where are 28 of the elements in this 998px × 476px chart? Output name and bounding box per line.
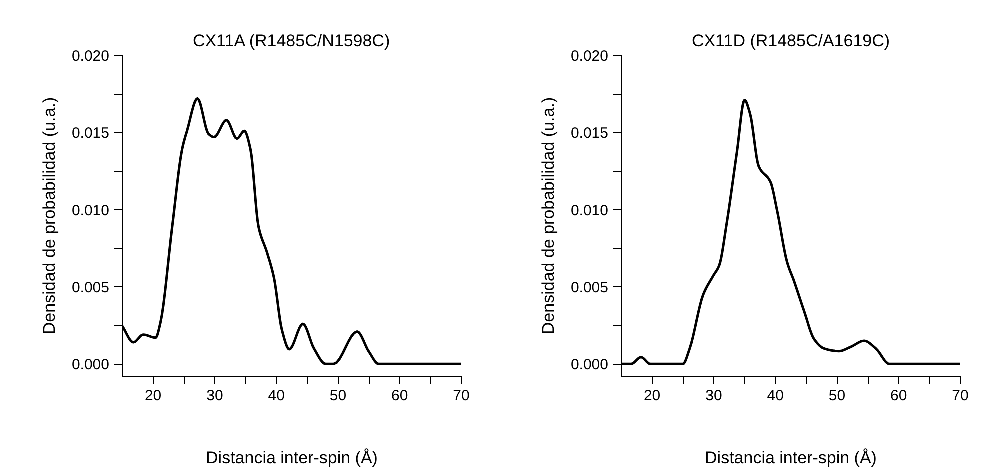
y-axis-title: Densidad de probabilidad (u.a.) — [40, 97, 59, 335]
y-tick-label: 0.005 — [72, 279, 110, 296]
y-tick-label: 0.000 — [570, 356, 609, 374]
x-tick-label: 50 — [828, 388, 846, 404]
x-tick-label: 30 — [706, 388, 722, 404]
x-tick-label: 60 — [392, 388, 408, 404]
chart-title: CX11A (R1485C/N1598C) — [192, 32, 390, 50]
y-tick-label: 0.020 — [72, 48, 110, 65]
y-tick-label: 0.015 — [570, 125, 609, 142]
chart-title: CX11D (R1485C/A1619C) — [692, 32, 890, 50]
x-tick-label: 30 — [206, 388, 224, 404]
y-tick-label: 0.000 — [72, 356, 110, 374]
y-tick-label: 0.015 — [72, 125, 110, 142]
x-tick-label: 60 — [890, 388, 908, 404]
x-axis-title: Distancia inter-spin (Å) — [206, 448, 378, 468]
x-tick-label: 40 — [767, 388, 784, 404]
y-tick-label: 0.010 — [570, 202, 609, 220]
x-axis-title: Distancia inter-spin (Å) — [705, 448, 877, 468]
x-tick-label: 50 — [330, 388, 347, 404]
y-tick-label: 0.010 — [72, 202, 110, 220]
x-tick-label: 70 — [952, 388, 969, 404]
y-tick-label: 0.020 — [570, 48, 609, 65]
x-tick-label: 70 — [453, 388, 470, 404]
y-tick-label: 0.005 — [570, 279, 609, 296]
y-axis-title: Densidad de probabilidad (u.a.) — [538, 97, 558, 335]
x-tick-label: 20 — [144, 388, 162, 404]
x-tick-label: 20 — [644, 388, 661, 404]
x-tick-label: 40 — [268, 388, 285, 404]
